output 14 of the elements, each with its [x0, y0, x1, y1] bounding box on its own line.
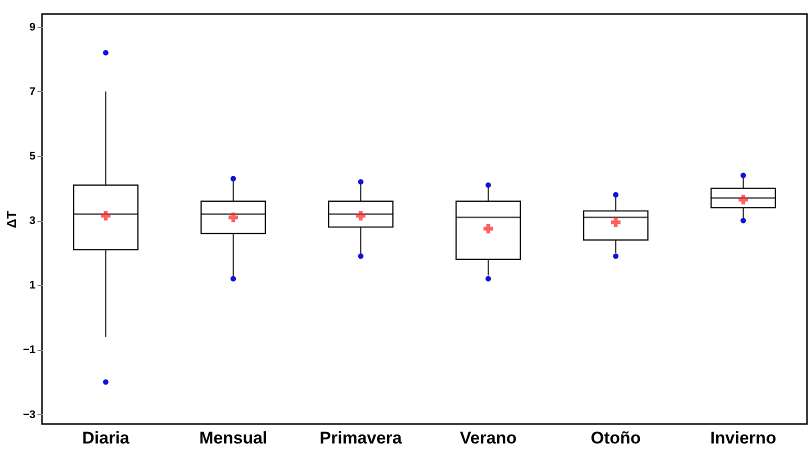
y-axis-title: ΔT	[4, 210, 19, 228]
y-tick-label: 5	[29, 150, 36, 163]
x-tick-label: Primavera	[320, 428, 402, 448]
y-tick-label: 1	[29, 280, 36, 292]
x-tick-label: Verano	[460, 428, 517, 448]
x-tick-label: Invierno	[710, 428, 776, 448]
y-tick-label: 3	[29, 215, 36, 228]
x-tick-label: Otoño	[590, 428, 641, 448]
y-tick-label: −1	[22, 344, 36, 356]
y-tick-label: 7	[29, 86, 36, 98]
y-tick-label: 9	[29, 21, 36, 34]
y-tick-label: −3	[22, 408, 36, 421]
x-tick-label: Diaria	[82, 428, 130, 448]
x-tick-label: Mensual	[199, 428, 268, 448]
